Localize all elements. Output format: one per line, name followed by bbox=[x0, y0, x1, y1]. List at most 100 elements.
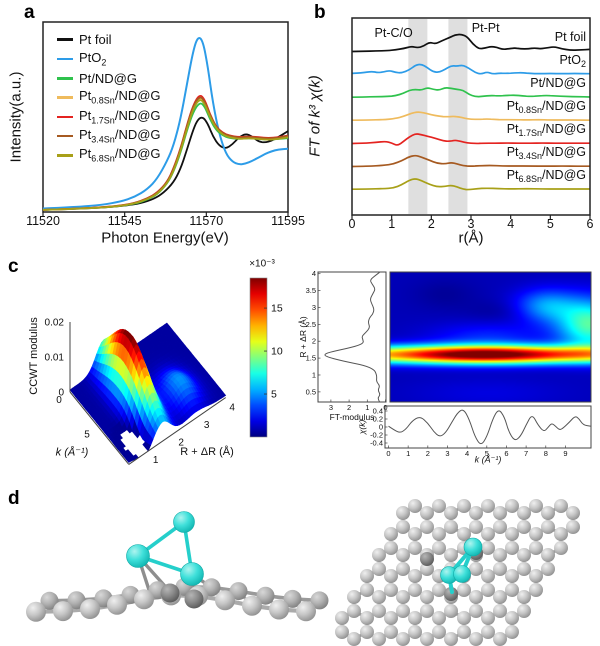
curve-label-pt17sn: Pt1.7Sn/ND@G bbox=[507, 122, 586, 138]
carbon-atom bbox=[384, 611, 398, 625]
axis-tick-label: 0 bbox=[56, 395, 62, 406]
panel-a-yaxis-title: Intensity(a.u.) bbox=[7, 71, 25, 163]
axis-tick-label: 2 bbox=[426, 449, 430, 458]
carbon-atom bbox=[481, 541, 495, 555]
carbon-atom-dark bbox=[184, 589, 204, 609]
carbon-atom bbox=[517, 548, 531, 562]
carbon-atom bbox=[396, 604, 410, 618]
carbon-atom bbox=[541, 506, 555, 520]
carbon-atom-dark bbox=[160, 583, 180, 603]
carbon-atom bbox=[554, 541, 568, 555]
axis-tick-label: -0.2 bbox=[370, 431, 383, 440]
carbon-atom bbox=[310, 591, 329, 610]
carbon-atom bbox=[384, 583, 398, 597]
carbon-atom bbox=[529, 527, 543, 541]
legend-swatch bbox=[57, 57, 73, 61]
carbon-atom bbox=[408, 583, 422, 597]
axis-tick-label: 3 bbox=[204, 420, 210, 431]
carbon-atom bbox=[444, 506, 458, 520]
legend-item-pt-ndg: Pt/ND@G bbox=[57, 69, 161, 88]
chi-k-curve bbox=[388, 409, 592, 445]
colorbar bbox=[249, 277, 268, 438]
carbon-atom bbox=[269, 599, 289, 620]
curve-label-pt34sn: Pt3.4Sn/ND@G bbox=[507, 145, 586, 161]
curve-label-pt-foil: Pt foil bbox=[555, 30, 586, 44]
carbon-atom bbox=[372, 590, 386, 604]
metal-atom bbox=[126, 544, 150, 568]
carbon-atom bbox=[384, 541, 398, 555]
carbon-atom bbox=[469, 520, 483, 534]
ft-curve-pt17sn bbox=[351, 133, 590, 146]
legend-label: Pt0.8Sn/ND@G bbox=[79, 88, 161, 106]
axis-tick-label: 2 bbox=[428, 217, 435, 231]
panel-d-models bbox=[26, 499, 580, 646]
carbon-atom bbox=[457, 583, 471, 597]
carbon-atom-dark bbox=[420, 552, 434, 566]
colorbar-tick-label: 15 bbox=[271, 303, 283, 315]
carbon-atom bbox=[541, 562, 555, 576]
carbon-atom bbox=[134, 589, 154, 610]
carbon-atom bbox=[493, 520, 507, 534]
carbon-atom bbox=[283, 589, 302, 608]
axis-tick-label: 4 bbox=[507, 217, 514, 231]
carbon-atom bbox=[541, 520, 555, 534]
carbon-atom bbox=[408, 541, 422, 555]
carbon-atom bbox=[408, 527, 422, 541]
carbon-atom bbox=[529, 583, 543, 597]
carbon-atom bbox=[432, 611, 446, 625]
axis-tick-label: 4 bbox=[312, 269, 316, 278]
carbon-atom bbox=[408, 569, 422, 583]
carbon-atom bbox=[384, 527, 398, 541]
axis-tick-label: 6 bbox=[587, 217, 594, 231]
carbon-atom bbox=[505, 625, 519, 639]
carbon-atom bbox=[505, 583, 519, 597]
legend-swatch bbox=[57, 115, 73, 119]
axis-tick-label: -0.4 bbox=[370, 439, 383, 448]
carbon-atom bbox=[420, 520, 434, 534]
carbon-atom bbox=[256, 586, 275, 605]
carbon-atom bbox=[432, 541, 446, 555]
carbon-atom bbox=[529, 569, 543, 583]
heatmap-frame bbox=[389, 271, 592, 403]
axis-tick-label: 0.2 bbox=[373, 415, 383, 424]
legend-item-pt17sn: Pt1.7Sn/ND@G bbox=[57, 107, 161, 126]
surface-3d-plot: 0 0.01 0.02 0 5 1 2 3 4 5 10 15 bbox=[45, 277, 283, 466]
axis-tick-label: 1.5 bbox=[306, 354, 316, 363]
colorbar-title: ×10⁻³ bbox=[249, 258, 275, 270]
carbon-atom bbox=[432, 499, 446, 513]
panel-a-label: a bbox=[24, 2, 35, 23]
carbon-atom bbox=[493, 632, 507, 646]
carbon-atom bbox=[347, 632, 361, 646]
carbon-atom bbox=[372, 548, 386, 562]
carbon-atom bbox=[215, 590, 235, 611]
carbon-atom bbox=[505, 541, 519, 555]
legend-label: Pt/ND@G bbox=[79, 70, 137, 86]
axis-tick-label: 0 bbox=[349, 217, 356, 231]
panel-b-plot: Pt foil PtO2 Pt/ND@G Pt0.8Sn/ND@G Pt1.7Sn/ND… bbox=[349, 17, 594, 231]
axis-tick-label: 11545 bbox=[108, 214, 142, 228]
axis-tick-label: 1 bbox=[312, 370, 316, 379]
carbon-atom bbox=[432, 583, 446, 597]
metal-atom bbox=[173, 511, 195, 533]
spectrum-curve-pto2 bbox=[42, 37, 289, 210]
surface-raxis-title: R + ΔR (Å) bbox=[180, 446, 234, 458]
carbon-atom bbox=[457, 499, 471, 513]
axis-tick-label: 2.5 bbox=[306, 320, 316, 329]
carbon-atom bbox=[396, 590, 410, 604]
panel-b-label: b bbox=[314, 2, 326, 23]
carbon-atom bbox=[481, 625, 495, 639]
colorbar-tick-label: 5 bbox=[271, 389, 277, 401]
axis-tick-label: 5 bbox=[547, 217, 554, 231]
metal-atom bbox=[453, 565, 471, 583]
axis-tick-label: 11595 bbox=[271, 214, 305, 228]
wavelet-plot-group: 0.511.522.533.543 2 1 00.40.20-0.2-0.40 1 2 3 4… bbox=[306, 269, 592, 458]
carbon-atom bbox=[360, 611, 374, 625]
curve-label-pto2: PtO2 bbox=[559, 53, 586, 69]
legend-item-pt08sn: Pt0.8Sn/ND@G bbox=[57, 88, 161, 107]
legend-swatch bbox=[57, 96, 73, 99]
carbon-atom bbox=[469, 590, 483, 604]
axis-tick-label: 0 bbox=[386, 449, 390, 458]
carbon-atom bbox=[554, 527, 568, 541]
carbon-atom bbox=[529, 541, 543, 555]
carbon-atom bbox=[420, 506, 434, 520]
